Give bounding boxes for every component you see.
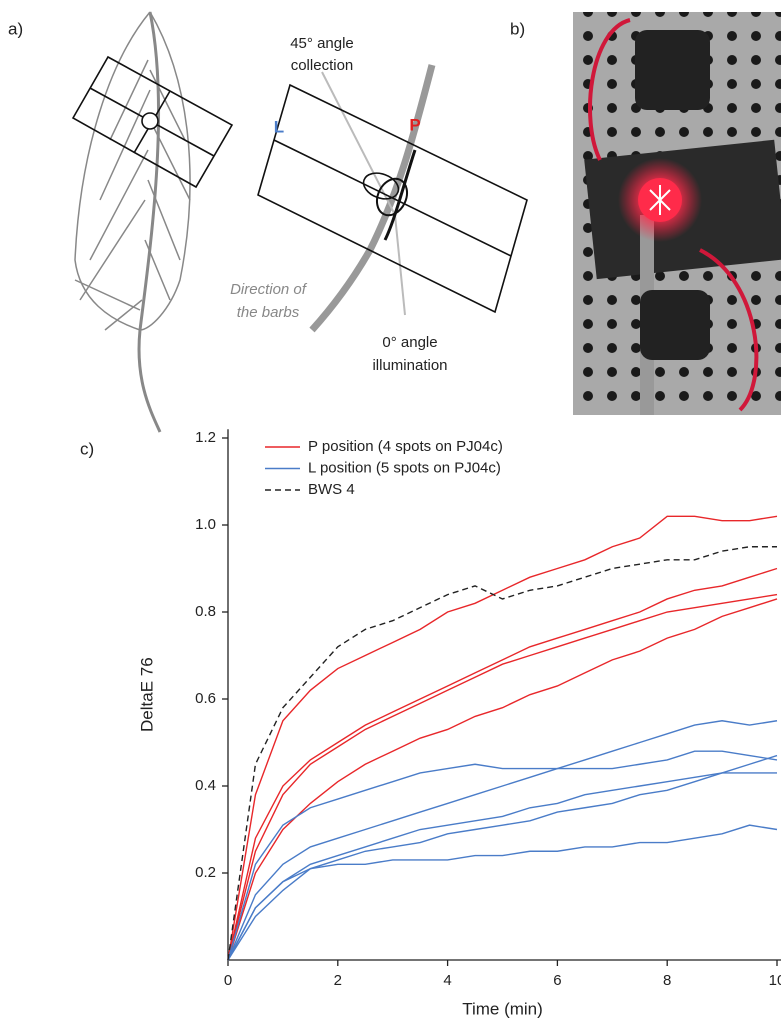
legend-label: BWS 4 bbox=[308, 481, 355, 498]
data-line bbox=[227, 750, 778, 961]
panel-label: c) bbox=[80, 439, 94, 458]
data-line bbox=[227, 824, 778, 961]
data-line bbox=[227, 754, 778, 961]
data-line bbox=[227, 720, 778, 961]
panel-label: b) bbox=[510, 19, 525, 38]
y-axis-title: DeltaE 76 bbox=[137, 657, 156, 732]
y-tick-label: 0.4 bbox=[195, 777, 216, 794]
panel-label: a) bbox=[8, 19, 23, 38]
legend-label: L position (5 spots on PJ04c) bbox=[308, 459, 501, 476]
y-tick-label: 0.2 bbox=[195, 864, 216, 881]
y-tick-label: 1.2 bbox=[195, 429, 216, 446]
annotation: collection bbox=[291, 57, 354, 74]
feather bbox=[74, 11, 191, 433]
big-frame bbox=[257, 64, 528, 333]
annotation: the barbs bbox=[237, 304, 300, 321]
annotation: 0° angle bbox=[382, 334, 437, 351]
data-line bbox=[227, 515, 778, 961]
y-tick-label: 0.8 bbox=[195, 603, 216, 620]
data-line bbox=[227, 546, 777, 961]
data-line bbox=[227, 772, 777, 961]
y-tick-label: 1.0 bbox=[195, 516, 216, 533]
x-tick-label: 8 bbox=[663, 972, 671, 989]
x-tick-label: 10 bbox=[769, 972, 781, 989]
y-tick-label: 0.6 bbox=[195, 690, 216, 707]
data-line bbox=[227, 593, 778, 961]
x-axis-title: Time (min) bbox=[462, 999, 543, 1018]
annotation: 45° angle bbox=[290, 35, 354, 52]
data-line bbox=[227, 567, 778, 961]
marker-label: P bbox=[409, 115, 420, 134]
marker-label: L bbox=[274, 117, 284, 136]
photo bbox=[573, 12, 781, 415]
x-tick-label: 2 bbox=[334, 972, 342, 989]
x-tick-label: 6 bbox=[553, 972, 561, 989]
legend-label: P position (4 spots on PJ04c) bbox=[308, 438, 503, 455]
x-tick-label: 0 bbox=[224, 972, 232, 989]
data-line bbox=[227, 598, 778, 961]
annotation: illumination bbox=[372, 357, 447, 374]
annotation: Direction of bbox=[230, 281, 308, 298]
x-tick-label: 4 bbox=[443, 972, 451, 989]
small-frame bbox=[71, 55, 234, 189]
plot: 0.2 0.4 0.6 0.8 1.0 1.2 0 2 4 6 8 10 Time (min) Delta… bbox=[137, 429, 781, 1018]
